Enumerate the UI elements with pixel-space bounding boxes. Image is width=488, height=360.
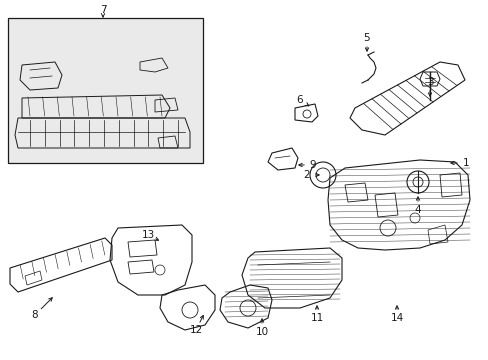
Text: 12: 12 xyxy=(189,325,202,335)
Text: 13: 13 xyxy=(141,230,154,240)
Text: 5: 5 xyxy=(363,33,369,43)
Text: 6: 6 xyxy=(296,95,303,105)
Text: 2: 2 xyxy=(303,170,310,180)
Text: 14: 14 xyxy=(389,313,403,323)
Text: 7: 7 xyxy=(100,5,106,15)
Text: 11: 11 xyxy=(310,313,323,323)
Text: 10: 10 xyxy=(255,327,268,337)
Text: 9: 9 xyxy=(309,160,316,170)
Bar xyxy=(8,18,203,163)
Text: 3: 3 xyxy=(426,77,432,87)
Text: 1: 1 xyxy=(462,158,468,168)
Text: 4: 4 xyxy=(414,205,421,215)
Text: 8: 8 xyxy=(32,310,38,320)
